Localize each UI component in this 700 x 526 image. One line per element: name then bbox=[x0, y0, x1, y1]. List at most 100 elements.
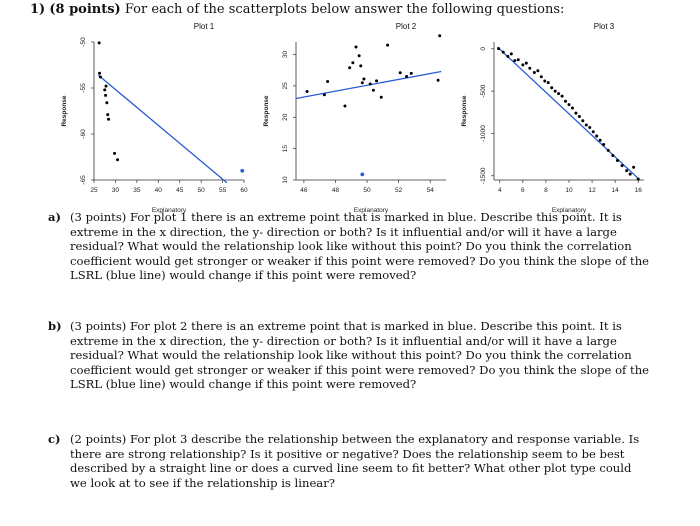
x-tick-label: 46 bbox=[300, 187, 308, 194]
question-heading: 1) (8 points) For each of the scatterplo… bbox=[30, 2, 564, 17]
y-tick-label: 25 bbox=[282, 82, 289, 90]
data-point bbox=[560, 94, 564, 98]
data-point bbox=[438, 34, 442, 38]
data-point bbox=[584, 123, 588, 127]
data-point bbox=[598, 138, 602, 142]
question-text: For each of the scatterplots below answe… bbox=[124, 2, 565, 17]
x-tick-label: 35 bbox=[133, 187, 141, 194]
x-tick-label: 55 bbox=[219, 187, 227, 194]
part-b-text: For plot 2 there is an extreme point tha… bbox=[70, 319, 650, 392]
data-point bbox=[628, 172, 632, 176]
data-point bbox=[398, 71, 402, 75]
data-point bbox=[564, 99, 568, 103]
data-point bbox=[98, 75, 102, 79]
plot-1-title: Plot 1 bbox=[193, 22, 215, 31]
plot-1-chart: 25 30 35 40 45 50 55 60 -50 -55 -60 -65 Explanatory R… bbox=[61, 37, 248, 214]
data-point bbox=[305, 90, 309, 94]
y-tick-label: -55 bbox=[80, 83, 87, 93]
data-point bbox=[351, 61, 355, 65]
data-point bbox=[577, 115, 581, 119]
outlier-point bbox=[360, 172, 365, 177]
y-tick-label: -1500 bbox=[480, 167, 487, 184]
part-b-label: b) bbox=[48, 319, 62, 333]
data-point bbox=[379, 95, 383, 99]
question-points: (8 points) bbox=[49, 2, 121, 17]
data-point bbox=[550, 86, 554, 90]
data-point bbox=[98, 71, 102, 75]
part-a: a) (3 points) For plot 1 there is an ext… bbox=[48, 210, 650, 283]
data-point bbox=[359, 64, 363, 68]
part-a-label: a) bbox=[48, 210, 61, 224]
data-point bbox=[557, 92, 561, 96]
x-tick-label: 8 bbox=[544, 187, 548, 194]
plot-2-title: Plot 2 bbox=[395, 22, 417, 31]
plot-3-title: Plot 3 bbox=[593, 22, 615, 31]
data-point bbox=[615, 159, 619, 163]
question-number: 1) bbox=[30, 2, 46, 17]
plot-2-chart: 46 48 50 52 54 10 15 20 25 30 Explanatory Response bbox=[263, 34, 446, 214]
data-point bbox=[409, 71, 413, 75]
data-point bbox=[97, 41, 101, 45]
data-point bbox=[436, 78, 440, 82]
part-b: b) (3 points) For plot 2 there is an ext… bbox=[48, 319, 650, 392]
data-point bbox=[553, 89, 557, 93]
data-point bbox=[591, 130, 595, 134]
data-point bbox=[103, 88, 107, 92]
data-point bbox=[532, 70, 536, 74]
x-tick-label: 30 bbox=[112, 187, 120, 194]
y-tick-label: 10 bbox=[282, 176, 289, 184]
data-point bbox=[113, 151, 117, 155]
data-point bbox=[375, 79, 379, 83]
data-point bbox=[107, 117, 111, 121]
part-c-text: For plot 3 describe the relationship bet… bbox=[70, 432, 640, 490]
data-point bbox=[574, 111, 578, 115]
y-tick-label: 0 bbox=[480, 47, 487, 51]
data-point bbox=[528, 66, 532, 70]
data-point bbox=[106, 113, 110, 117]
lsrl-line bbox=[295, 70, 442, 100]
data-point bbox=[636, 177, 640, 181]
outlier-point bbox=[240, 168, 245, 173]
plot-1: Plot 1 25 30 35 40 45 50 55 60 -50 -55 -60 -65 Expla… bbox=[48, 22, 288, 214]
y-tick-label: -1000 bbox=[480, 125, 487, 142]
data-point bbox=[348, 66, 352, 70]
lsrl-line bbox=[497, 46, 640, 181]
data-point bbox=[620, 164, 624, 168]
data-point bbox=[611, 153, 615, 157]
data-point bbox=[326, 80, 330, 84]
part-a-text: For plot 1 there is an extreme point tha… bbox=[70, 210, 650, 283]
x-tick-label: 4 bbox=[498, 187, 502, 194]
y-axis-title: Response bbox=[461, 95, 468, 126]
x-tick-label: 40 bbox=[155, 187, 163, 194]
data-point bbox=[513, 59, 517, 63]
data-point bbox=[405, 75, 409, 78]
part-a-points: (3 points) bbox=[70, 210, 127, 224]
data-point bbox=[602, 142, 606, 146]
data-point bbox=[386, 43, 390, 47]
y-tick-label: -65 bbox=[80, 175, 87, 185]
x-tick-label: 54 bbox=[427, 187, 435, 194]
x-tick-label: 6 bbox=[521, 187, 525, 194]
x-tick-label: 60 bbox=[240, 187, 248, 194]
data-point bbox=[368, 82, 372, 86]
y-tick-label: -500 bbox=[480, 84, 487, 97]
x-axis-title: Explanatory bbox=[552, 207, 587, 214]
part-c-label: c) bbox=[48, 432, 61, 446]
y-tick-label: 15 bbox=[282, 145, 289, 153]
y-tick-label: 20 bbox=[282, 113, 289, 121]
data-point bbox=[322, 93, 326, 97]
x-tick-label: 50 bbox=[198, 187, 206, 194]
data-point bbox=[509, 52, 513, 56]
plot-3: Plot 3 4 6 8 10 12 14 16 0 -500 -1000 -1500 Explana… bbox=[448, 22, 688, 214]
x-tick-label: 14 bbox=[612, 187, 620, 194]
data-point bbox=[543, 79, 547, 83]
y-axis-title: Response bbox=[263, 95, 270, 126]
x-tick-label: 52 bbox=[395, 187, 403, 194]
data-point bbox=[516, 58, 520, 62]
data-point bbox=[606, 148, 610, 152]
data-point bbox=[521, 63, 525, 67]
data-point bbox=[371, 88, 375, 92]
data-point bbox=[357, 54, 361, 58]
data-point bbox=[524, 61, 528, 65]
x-axis-title: Explanatory bbox=[354, 207, 389, 214]
